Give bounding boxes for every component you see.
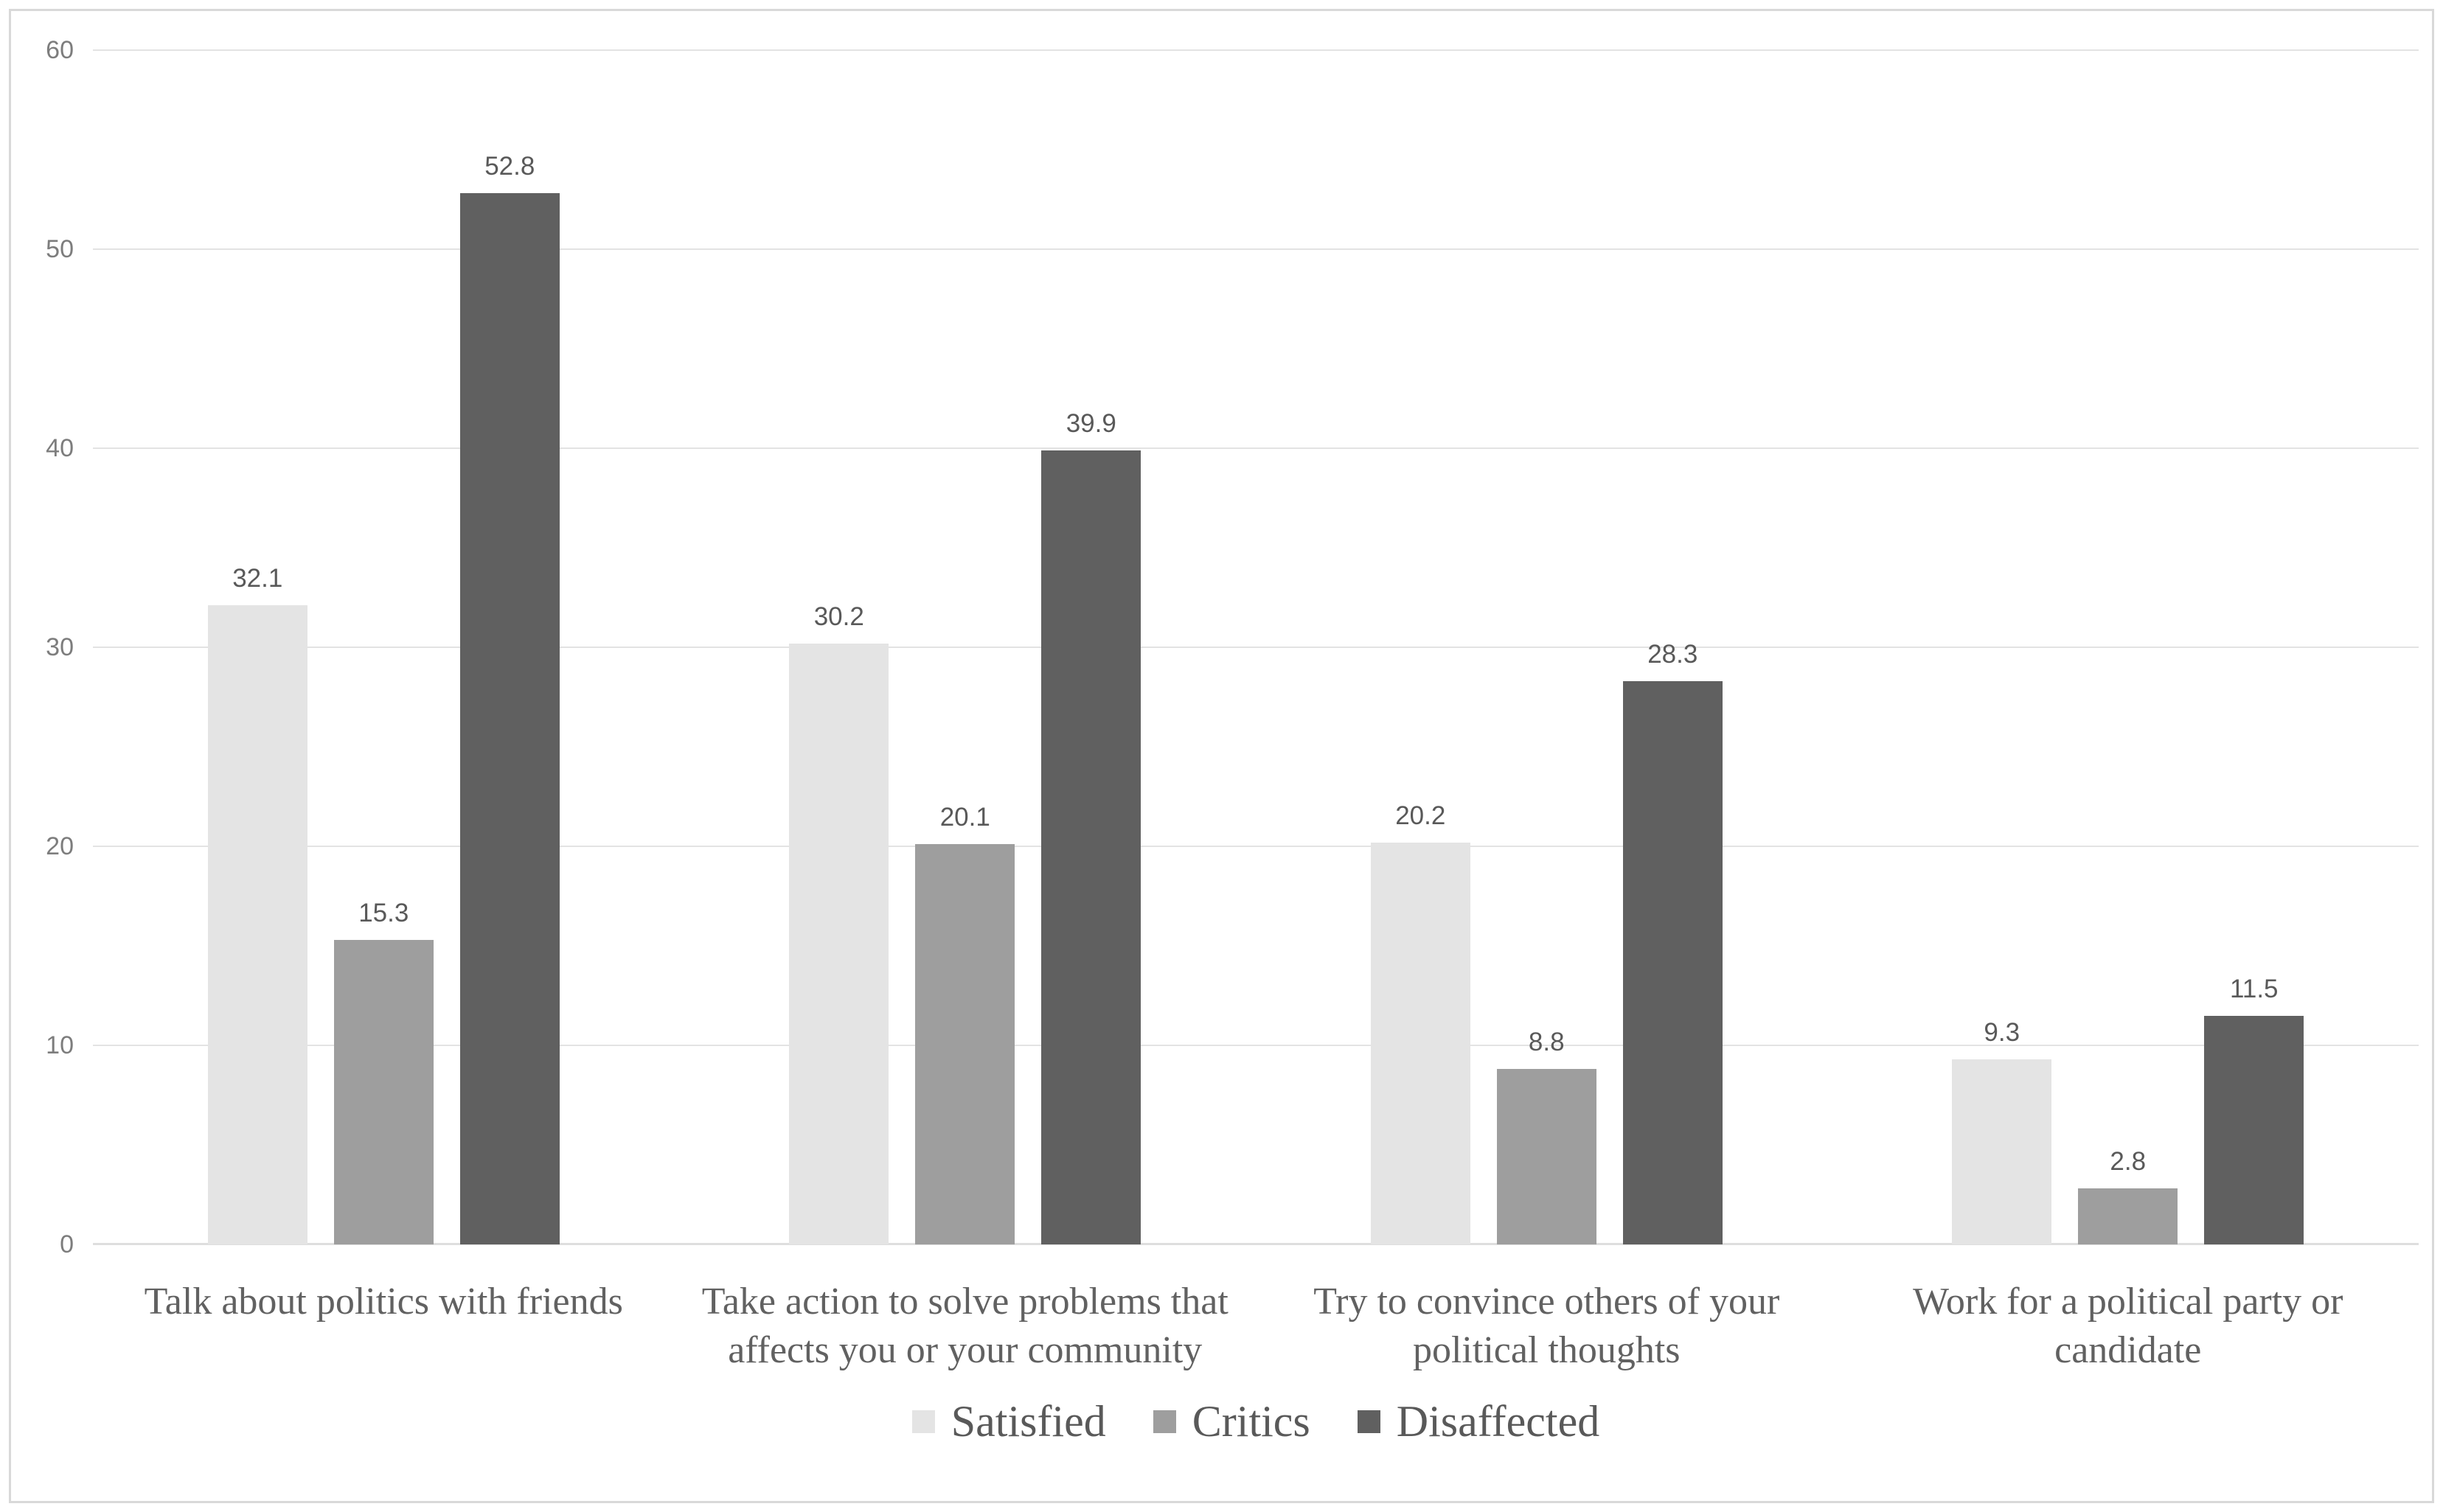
y-tick-label-40: 40	[46, 434, 74, 462]
gridline-50	[93, 248, 2419, 250]
bar-critics-1	[915, 844, 1015, 1244]
bar-satisfied-3	[1952, 1059, 2052, 1244]
bar-value-label-disaffected-0: 52.8	[484, 152, 535, 181]
legend-swatch-disaffected	[1357, 1410, 1380, 1433]
bar-value-label-satisfied-2: 20.2	[1395, 801, 1446, 830]
legend-item-critics: Critics	[1153, 1398, 1310, 1445]
bar-wrap-satisfied-3: 9.3	[1952, 1018, 2052, 1244]
bar-value-label-critics-2: 8.8	[1528, 1028, 1565, 1057]
bars-layer: 32.1 15.3 52.8 30.2 20.1 39.9 20.2 8.8 28.3 9.3 2.…	[93, 50, 2419, 1244]
bar-wrap-disaffected-3: 11.5	[2204, 975, 2304, 1244]
bar-value-label-disaffected-3: 11.5	[2229, 974, 2279, 1003]
category-label-0: Talk about politics with friends	[144, 1281, 623, 1323]
gridline-20	[93, 846, 2419, 847]
gridline-60	[93, 49, 2419, 51]
bar-disaffected-0	[459, 193, 560, 1244]
y-tick-label-20: 20	[46, 832, 74, 860]
bar-satisfied-1	[789, 643, 889, 1244]
bar-wrap-satisfied-0: 32.1	[207, 564, 307, 1244]
category-axis-labels: Talk about politics with friends Take act…	[93, 1278, 2419, 1375]
bar-disaffected-1	[1041, 450, 1141, 1244]
category-label-2: Try to convince others of your political…	[1313, 1281, 1780, 1371]
bar-wrap-disaffected-0: 52.8	[459, 152, 560, 1244]
legend-swatch-critics	[1153, 1410, 1176, 1433]
bar-critics-2	[1496, 1069, 1596, 1244]
legend-swatch-satisfied	[911, 1410, 935, 1433]
legend: Satisfied Critics Disaffected	[93, 1398, 2419, 1445]
bar-value-label-critics-0: 15.3	[358, 898, 409, 927]
bar-value-label-critics-1: 20.1	[939, 803, 990, 832]
bar-value-label-disaffected-2: 28.3	[1647, 639, 1698, 669]
bar-group-2: 20.2 8.8 28.3	[1256, 50, 1838, 1244]
bar-value-label-satisfied-1: 30.2	[813, 602, 864, 631]
category-label-3: Work for a political party or candidate	[1912, 1281, 2343, 1371]
legend-label-disaffected: Disaffected	[1396, 1397, 1600, 1446]
gridline-40	[93, 447, 2419, 449]
y-axis-tick-labels: 0 10 20 30 40 50 60	[0, 37, 74, 1258]
bar-group-3: 9.3 2.8 11.5	[1838, 50, 2419, 1244]
bar-group-1: 30.2 20.1 39.9	[675, 50, 1257, 1244]
bar-critics-3	[2078, 1188, 2178, 1244]
bar-group-0: 32.1 15.3 52.8	[93, 50, 675, 1244]
legend-item-disaffected: Disaffected	[1357, 1397, 1600, 1446]
chart-border	[9, 9, 2434, 1503]
y-tick-label-0: 0	[60, 1230, 74, 1258]
bar-value-label-critics-3: 2.8	[2110, 1147, 2147, 1177]
bar-wrap-critics-0: 15.3	[333, 899, 434, 1244]
bar-wrap-disaffected-1: 39.9	[1041, 409, 1141, 1244]
y-tick-label-10: 10	[46, 1031, 74, 1059]
legend-label-satisfied: Satisfied	[951, 1397, 1106, 1446]
bar-value-label-satisfied-3: 9.3	[1984, 1017, 2020, 1047]
plot-area: 32.1 15.3 52.8 30.2 20.1 39.9 20.2 8.8 28.3 9.3 2.…	[93, 49, 2419, 1245]
y-tick-label-30: 30	[46, 633, 74, 661]
bar-wrap-satisfied-2: 20.2	[1370, 801, 1470, 1244]
bar-value-label-satisfied-0: 32.1	[232, 564, 283, 593]
bar-wrap-critics-1: 20.1	[915, 803, 1015, 1244]
bar-value-label-disaffected-1: 39.9	[1066, 408, 1116, 438]
bar-satisfied-0	[207, 605, 307, 1244]
y-tick-label-60: 60	[46, 36, 74, 64]
legend-item-satisfied: Satisfied	[911, 1397, 1106, 1446]
gridline-30	[93, 647, 2419, 648]
legend-label-critics: Critics	[1192, 1397, 1310, 1446]
bar-satisfied-2	[1370, 842, 1470, 1244]
bar-wrap-disaffected-2: 28.3	[1622, 640, 1723, 1244]
bar-disaffected-2	[1622, 680, 1723, 1244]
gridline-0	[93, 1243, 2419, 1245]
bar-wrap-critics-3: 2.8	[2078, 1147, 2178, 1244]
gridline-10	[93, 1045, 2419, 1046]
bar-wrap-satisfied-1: 30.2	[789, 602, 889, 1244]
bar-wrap-critics-2: 8.8	[1496, 1028, 1596, 1244]
y-tick-label-50: 50	[46, 235, 74, 263]
bar-critics-0	[333, 939, 434, 1244]
category-label-1: Take action to solve problems that affec…	[701, 1281, 1229, 1371]
bar-disaffected-3	[2204, 1015, 2304, 1244]
